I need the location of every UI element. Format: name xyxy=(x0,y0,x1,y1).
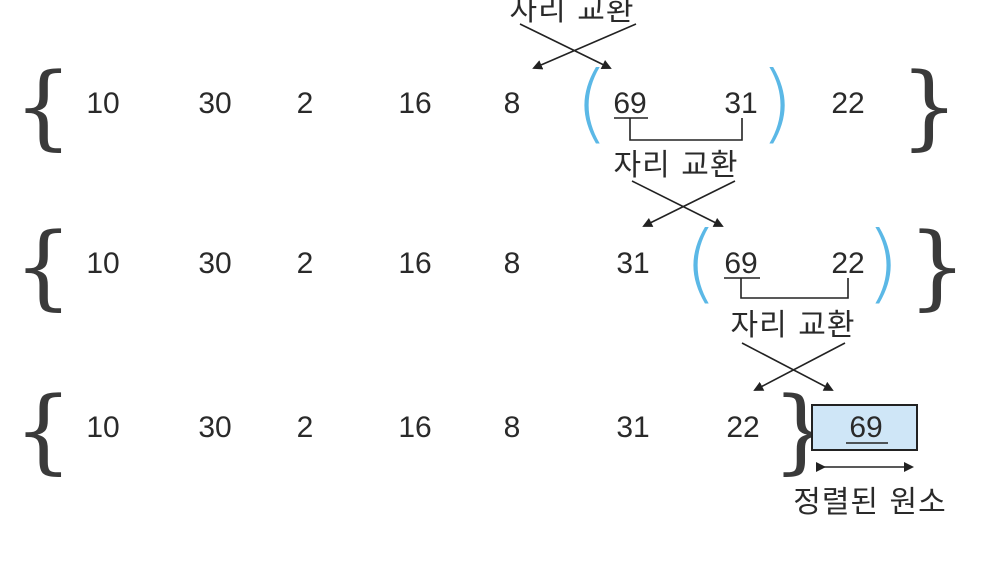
swap-bracket xyxy=(629,118,743,141)
compare-paren-right: ) xyxy=(760,53,794,153)
swap-arrow xyxy=(741,342,834,391)
sorted-element: 69 xyxy=(849,411,882,444)
array-element: 10 xyxy=(86,87,119,120)
array-element: 2 xyxy=(297,247,314,280)
swap-bracket xyxy=(740,278,849,299)
compared-element: 31 xyxy=(724,87,757,120)
array-row-2: { 10 30 2 16 8 31 ( 69 22 ) } 자리 교환 xyxy=(14,213,967,391)
array-element: 16 xyxy=(398,411,431,444)
top-swap-group: 자리 교환 xyxy=(510,0,637,70)
array-element: 8 xyxy=(504,87,521,120)
compare-paren-right: ) xyxy=(866,213,900,313)
swap-arrow xyxy=(642,180,736,227)
array-element: 16 xyxy=(398,247,431,280)
swap-arrow xyxy=(753,342,846,391)
array-element: 30 xyxy=(198,411,231,444)
array-row-3: { 10 30 2 16 8 31 22 } 69 정렬된 원소 xyxy=(14,377,947,520)
compare-paren-left: ( xyxy=(684,213,718,313)
array-element: 30 xyxy=(198,87,231,120)
compared-element: 69 xyxy=(613,87,646,120)
right-brace: } xyxy=(900,53,959,160)
swap-label-top: 자리 교환 xyxy=(510,0,635,28)
array-element: 2 xyxy=(297,87,314,120)
swap-label: 자리 교환 xyxy=(731,308,856,343)
swap-label: 자리 교환 xyxy=(614,148,739,183)
array-element: 31 xyxy=(616,247,649,280)
array-element: 22 xyxy=(726,411,759,444)
array-element: 16 xyxy=(398,87,431,120)
swap-arrow xyxy=(532,23,637,70)
sorted-label: 정렬된 원소 xyxy=(793,485,947,520)
compared-element: 69 xyxy=(724,247,757,280)
compare-paren-left: ( xyxy=(575,53,609,153)
array-element: 22 xyxy=(831,87,864,120)
array-element: 8 xyxy=(504,411,521,444)
array-row-1: { 10 30 2 16 8 ( 69 31 ) 22 } 자리 교환 xyxy=(14,53,959,227)
array-element: 10 xyxy=(86,411,119,444)
left-brace: { xyxy=(14,53,73,160)
left-brace: { xyxy=(14,377,73,484)
left-brace: { xyxy=(14,213,73,320)
array-element: 10 xyxy=(86,247,119,280)
swap-arrow xyxy=(519,23,612,69)
swap-arrow xyxy=(631,180,724,227)
array-element: 31 xyxy=(616,411,649,444)
compared-element: 22 xyxy=(831,247,864,280)
array-element: 8 xyxy=(504,247,521,280)
array-element: 30 xyxy=(198,247,231,280)
right-brace: } xyxy=(908,213,967,320)
array-element: 2 xyxy=(297,411,314,444)
